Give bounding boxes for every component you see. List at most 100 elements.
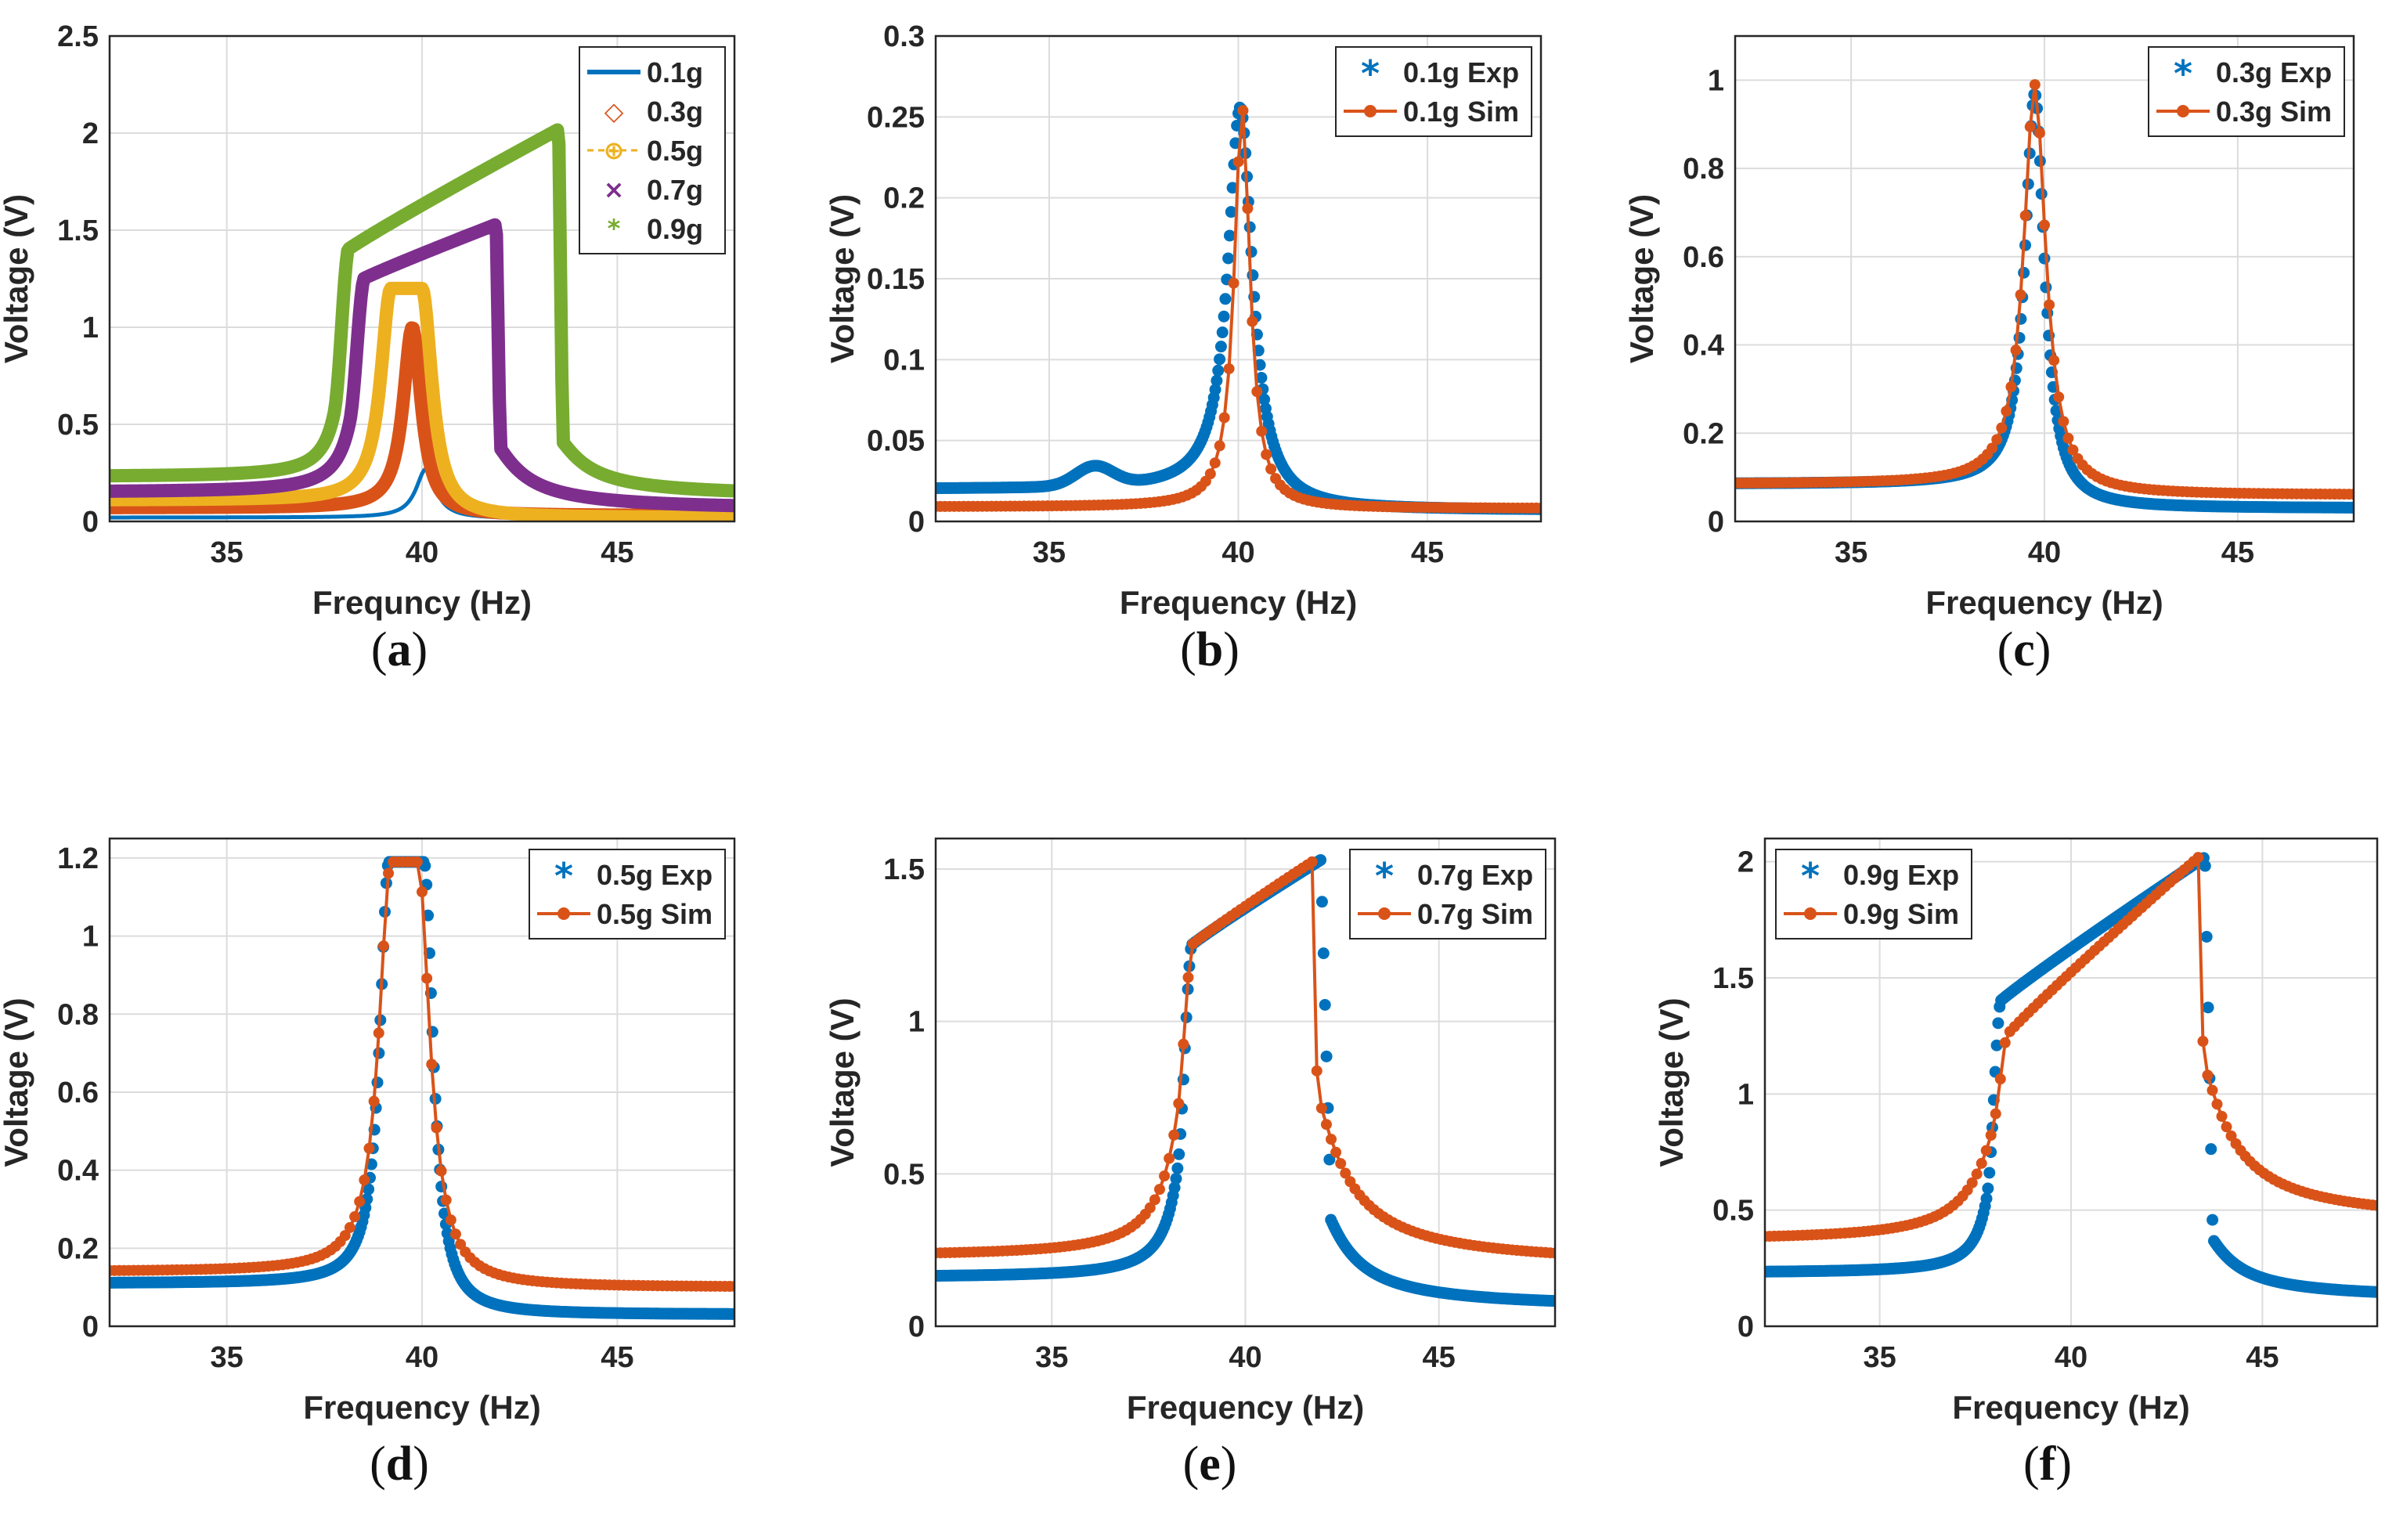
x-tick-label: 40 <box>406 536 438 569</box>
data-point <box>728 1307 734 1320</box>
axes-box <box>934 837 1557 1328</box>
data-point <box>2038 252 2051 265</box>
y-tick-label: 0.4 <box>57 1155 99 1188</box>
data-point <box>344 1221 355 1233</box>
data-point <box>1247 316 1258 327</box>
data-point <box>339 1230 351 1242</box>
legend-label: 0.9g Exp <box>1843 859 1959 891</box>
data-point <box>2019 210 2031 222</box>
x-tick-label: 35 <box>1033 536 1066 569</box>
legend-label: 0.1g Exp <box>1403 56 1519 88</box>
data-point <box>2202 1001 2214 1014</box>
legend-entry: * 0.3g Exp <box>2174 52 2332 95</box>
y-axis-label: Voltage (V) <box>824 194 861 363</box>
data-point <box>1994 1073 2006 1085</box>
svg-text:*: * <box>1375 855 1394 897</box>
data-point <box>1966 1177 1978 1188</box>
data-point <box>2200 930 2213 943</box>
data-point <box>1315 1102 1327 1114</box>
x-axis-label: Frequency (Hz) <box>1952 1389 2189 1426</box>
data-point <box>1216 326 1229 339</box>
data-point <box>1247 269 1259 282</box>
data-point <box>2372 1199 2377 1211</box>
data-point <box>1173 1098 1185 1109</box>
svg-text:◇: ◇ <box>604 96 624 126</box>
data-point <box>1153 1184 1165 1196</box>
data-point <box>1320 1119 1332 1131</box>
data-point <box>1982 1182 1994 1195</box>
legend-entry: 0.3g Sim <box>2156 96 2332 128</box>
data-point <box>417 886 428 898</box>
data-point <box>1265 463 1277 475</box>
data-point <box>1323 1153 1336 1166</box>
legend-label: 0.9g Sim <box>1843 898 1959 930</box>
x-tick-label: 35 <box>210 536 243 569</box>
subfigure-label: (e) <box>1183 1437 1237 1491</box>
data-point <box>411 856 423 867</box>
y-tick-label: 0.1 <box>883 344 925 377</box>
legend: * 0.1g Exp 0.1g Sim <box>1335 46 1532 137</box>
legend-label: 0.5g <box>647 135 703 167</box>
legend: * 0.3g Exp 0.3g Sim <box>2148 46 2345 137</box>
y-tick-label: 1 <box>82 312 99 344</box>
data-point <box>2371 1286 2377 1298</box>
data-point <box>1173 1148 1185 1160</box>
x-tick-label: 45 <box>1411 536 1444 569</box>
data-point <box>1182 972 1194 983</box>
svg-text:*: * <box>1361 52 1380 95</box>
data-point <box>1171 1162 1184 1174</box>
data-point <box>435 1165 447 1177</box>
data-point <box>449 1228 461 1240</box>
legend-label: 0.5g Exp <box>597 859 713 891</box>
legend-entry: × 0.7g <box>604 174 703 206</box>
data-point <box>1258 393 1271 406</box>
y-tick-label: 0.15 <box>867 263 925 296</box>
y-axis-label: Voltage (V) <box>0 997 34 1167</box>
y-tick-label: 1.5 <box>883 853 925 886</box>
data-point <box>1170 1172 1182 1185</box>
series-0.9g <box>110 123 734 498</box>
legend-entry: * 0.7g Exp <box>1375 855 1533 897</box>
y-tick-label: 1 <box>82 921 99 954</box>
data-point <box>1311 1065 1322 1077</box>
data-point <box>2347 501 2354 514</box>
svg-text:×: × <box>604 175 625 204</box>
x-tick-label: 35 <box>210 1341 243 1374</box>
data-point <box>1214 341 1227 353</box>
legend-label: 0.3g <box>647 96 703 128</box>
data-point <box>2062 432 2074 444</box>
data-point <box>1223 362 1235 374</box>
x-tick-label: 45 <box>2246 1341 2279 1374</box>
subfigure-label: (a) <box>371 623 428 676</box>
data-point <box>2199 860 2211 872</box>
data-point <box>2044 299 2055 311</box>
x-tick-label: 40 <box>406 1341 438 1374</box>
data-point <box>2050 405 2062 417</box>
data-point <box>2192 852 2204 864</box>
legend: * 0.5g Exp 0.5g Sim <box>529 849 726 940</box>
data-point <box>1222 252 1235 265</box>
y-tick-label: 0.6 <box>1683 241 1724 274</box>
data-point <box>368 1095 380 1107</box>
data-point <box>1535 502 1541 514</box>
y-tick-label: 0.8 <box>57 998 99 1031</box>
data-point <box>1209 457 1221 469</box>
data-point <box>1149 1194 1160 1206</box>
svg-text:⊕: ⊕ <box>604 135 625 165</box>
data-point <box>2205 1143 2217 1156</box>
chart-panel-c: 35 40 45 0 0.2 0.4 0.6 0.8 1 Frequency (Hz) Voltag… <box>1623 34 2355 676</box>
data-point <box>2033 127 2045 139</box>
data-point <box>1251 386 1263 398</box>
x-tick-label: 35 <box>1863 1341 1896 1374</box>
data-point <box>1212 364 1225 377</box>
legend: * 0.7g Exp 0.7g Sim <box>1349 849 1546 940</box>
x-axis-label: Frequency (Hz) <box>1127 1389 1364 1426</box>
data-point <box>1983 1167 1996 1179</box>
data-point <box>426 1059 438 1070</box>
legend-entry: * 0.1g Exp <box>1361 52 1519 95</box>
data-point <box>1168 1181 1181 1194</box>
data-point <box>1335 1158 1347 1170</box>
y-tick-label: 0.5 <box>1712 1195 1754 1228</box>
data-point <box>377 940 389 952</box>
legend-entry: 0.9g Sim <box>1784 898 1959 930</box>
